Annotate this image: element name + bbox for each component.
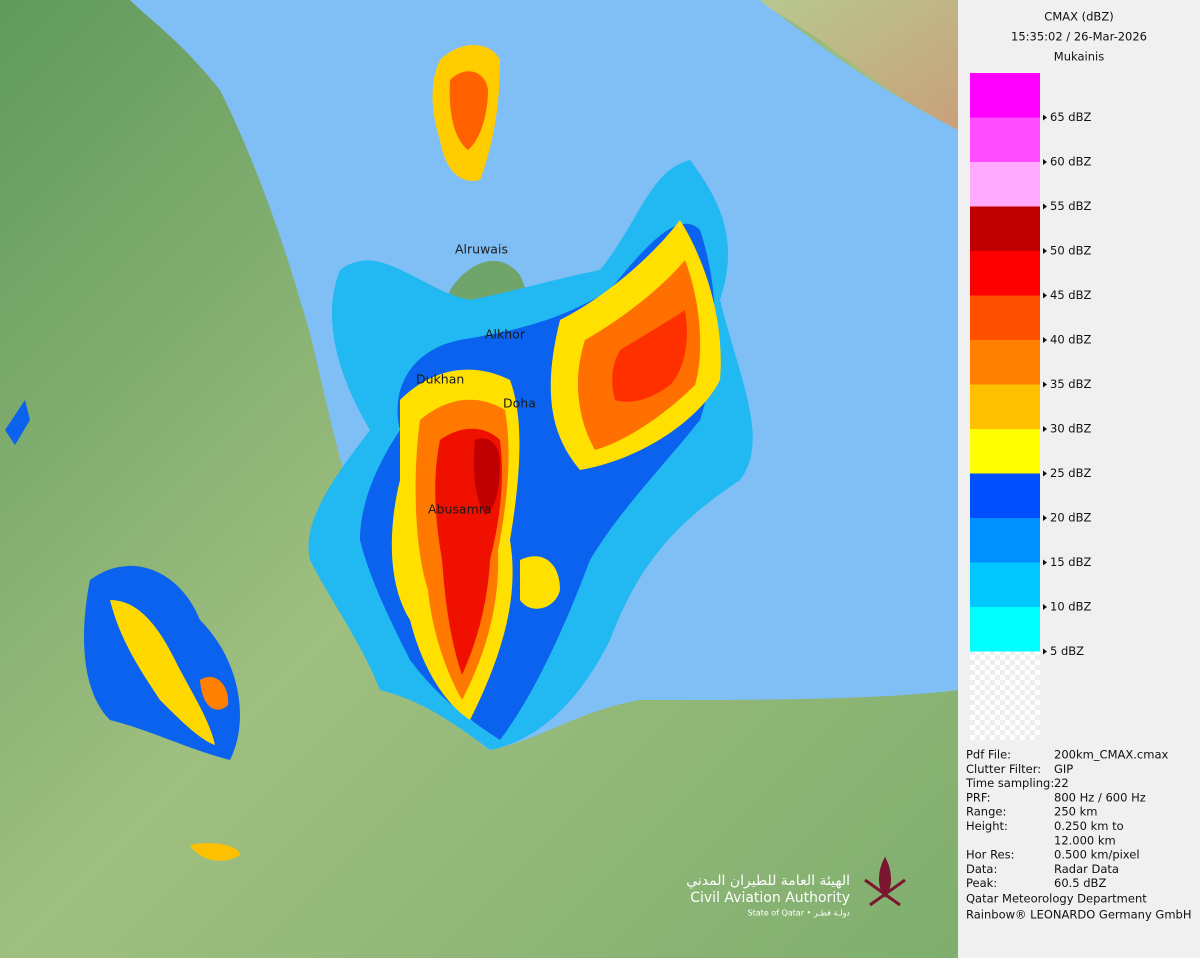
legend-swatch (970, 340, 1040, 385)
radar-echoes (5, 45, 753, 861)
info-value: 0.250 km to (1054, 819, 1124, 833)
legend-swatch (970, 295, 1040, 340)
info-label: Pdf File: (966, 748, 1011, 762)
legend-tick (1043, 159, 1047, 165)
legend-swatch (970, 607, 1040, 652)
legend-swatch (970, 117, 1040, 162)
legend-label: 40 dBZ (1050, 333, 1091, 347)
legend-tick (1043, 604, 1047, 610)
legend-swatch (970, 473, 1040, 518)
title: CMAX (dBZ) (1044, 10, 1113, 24)
legend-label: 60 dBZ (1050, 155, 1091, 169)
map: Alruwais Alkhor Dukhan Doha Abusamra اله… (0, 0, 958, 958)
footer-line: Qatar Meteorology Department (966, 892, 1147, 906)
logo-arabic: الهيئة العامة للطيران المدني (686, 873, 850, 889)
footer-line: Rainbow® LEONARDO Germany GmbH (966, 908, 1192, 922)
legend-label: 35 dBZ (1050, 377, 1091, 391)
legend-swatch (970, 518, 1040, 563)
legend-tick (1043, 114, 1047, 121)
legend-swatch (970, 251, 1040, 296)
place-label: Abusamra (428, 502, 492, 517)
info-label: Peak: (966, 876, 997, 890)
info-value: GIP (1054, 762, 1073, 776)
legend-label: 45 dBZ (1050, 288, 1091, 302)
legend-label: 50 dBZ (1050, 244, 1091, 258)
legend-label: 20 dBZ (1050, 511, 1091, 525)
legend-label: 65 dBZ (1050, 110, 1091, 124)
legend-tick (1043, 470, 1047, 477)
legend-label: 30 dBZ (1050, 422, 1091, 436)
info-value: Radar Data (1054, 862, 1119, 876)
time: 15:35:02 / 26-Mar-2026 (1011, 30, 1147, 44)
place-label: Alruwais (455, 242, 508, 257)
legend-tick (1043, 426, 1047, 432)
info-value: 800 Hz / 600 Hz (1054, 790, 1146, 804)
logo-state: State of Qatar • دولـة قطـر (748, 909, 851, 918)
legend-swatch (970, 162, 1040, 207)
legend-label: 5 dBZ (1050, 644, 1084, 658)
info-value: 22 (1054, 776, 1069, 790)
info-label: Height: (966, 819, 1008, 833)
place-label: Dukhan (416, 372, 464, 387)
place-label: Alkhor (485, 327, 526, 342)
legend-swatch (970, 206, 1040, 251)
legend-label: 55 dBZ (1050, 199, 1091, 213)
info-label: Data: (966, 862, 997, 876)
legend-tick (1043, 248, 1047, 254)
info-label: Hor Res: (966, 848, 1014, 862)
legend-tick (1043, 648, 1047, 655)
info-label: Clutter Filter: (966, 762, 1041, 776)
logo-english: Civil Aviation Authority (690, 890, 850, 906)
coast-north (760, 0, 958, 130)
legend-tick (1043, 381, 1047, 388)
legend-swatch (970, 73, 1040, 118)
logo: الهيئة العامة للطيران المدني Civil Aviat… (686, 856, 906, 918)
legend-label: 25 dBZ (1050, 466, 1091, 480)
legend-tick (1043, 515, 1047, 521)
info-label: Range: (966, 805, 1006, 819)
legend-tick (1043, 337, 1047, 343)
legend-swatch (970, 651, 1040, 741)
legend-tick (1043, 203, 1047, 210)
legend-label: 10 dBZ (1050, 600, 1091, 614)
legend-tick (1043, 292, 1047, 299)
info-label: Time sampling: (965, 776, 1054, 790)
info-value: 200km_CMAX.cmax (1054, 748, 1168, 762)
legend-swatch (970, 384, 1040, 429)
info-label: PRF: (966, 790, 991, 804)
place-label: Doha (503, 396, 536, 411)
station: Mukainis (1054, 50, 1104, 64)
info-value: 60.5 dBZ (1054, 876, 1106, 890)
legend-swatch (970, 429, 1040, 474)
info-value: 0.500 km/pixel (1054, 848, 1140, 862)
legend-tick (1043, 559, 1047, 566)
legend-swatch (970, 562, 1040, 607)
legend-label: 15 dBZ (1050, 555, 1091, 569)
legend: 65 dBZ 60 dBZ 55 dBZ 50 dBZ 45 dBZ 40 dBZ 35 d… (970, 73, 1091, 741)
info-value: 250 km (1054, 805, 1097, 819)
info: Pdf File: 200km_CMAX.cmax Clutter Filter: G… (965, 748, 1168, 891)
info-value: 12.000 km (1054, 833, 1116, 847)
